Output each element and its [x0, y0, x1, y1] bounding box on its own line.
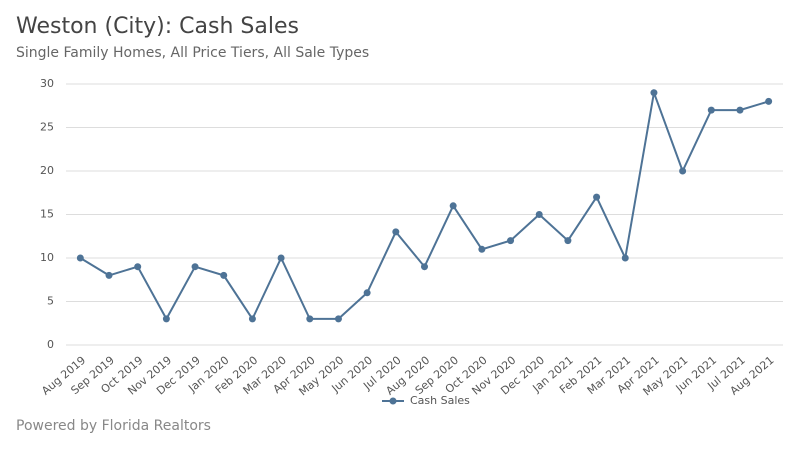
- y-tick-label: 10: [40, 251, 54, 264]
- point: [277, 254, 285, 262]
- point: [76, 254, 84, 262]
- point: [765, 97, 773, 105]
- point: [421, 263, 428, 271]
- point: [449, 202, 457, 210]
- y-tick-label: 15: [40, 208, 54, 221]
- point: [535, 211, 543, 218]
- point: [478, 245, 486, 253]
- point: [334, 315, 342, 323]
- chart-title: Weston (City): Cash Sales: [16, 14, 299, 39]
- point: [679, 167, 687, 175]
- point: [650, 89, 658, 97]
- point: [191, 263, 199, 271]
- point: [593, 193, 601, 201]
- point: [134, 263, 142, 271]
- point: [736, 106, 744, 114]
- legend-swatch: [389, 397, 397, 405]
- y-tick-label: 20: [40, 164, 54, 177]
- point: [220, 271, 228, 279]
- point: [392, 228, 400, 236]
- point: [707, 106, 715, 114]
- y-tick-label: 25: [40, 121, 54, 134]
- point: [306, 315, 314, 323]
- y-tick-label: 30: [40, 77, 54, 90]
- point: [105, 271, 113, 279]
- chart-subtitle: Single Family Homes, All Price Tiers, Al…: [16, 45, 369, 61]
- point: [363, 289, 371, 297]
- point: [248, 315, 256, 323]
- line: [79, 88, 769, 321]
- footer: Powered by Florida Realtors: [16, 418, 211, 434]
- legend-label: Cash Sales: [410, 394, 470, 407]
- point: [162, 315, 170, 323]
- y-tick-label: 0: [47, 338, 54, 351]
- y-tick-label: 5: [47, 295, 54, 308]
- point: [564, 237, 572, 245]
- point: [621, 254, 629, 262]
- point: [507, 237, 515, 245]
